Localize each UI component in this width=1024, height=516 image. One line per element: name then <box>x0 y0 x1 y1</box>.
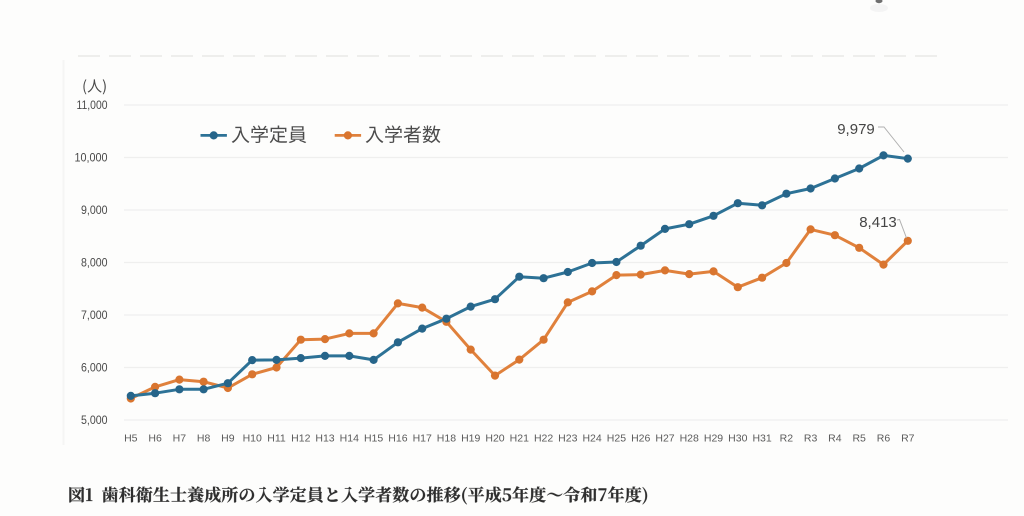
svg-text:5,000: 5,000 <box>81 413 108 427</box>
svg-text:R3: R3 <box>804 433 818 445</box>
svg-text:R2: R2 <box>780 433 794 445</box>
svg-text:H25: H25 <box>607 433 626 445</box>
svg-text:9,000: 9,000 <box>81 203 108 217</box>
svg-text:H30: H30 <box>728 433 747 445</box>
svg-text:H31: H31 <box>752 433 771 445</box>
svg-text:H22: H22 <box>534 433 553 445</box>
svg-text:H17: H17 <box>413 433 432 445</box>
svg-text:11,000: 11,000 <box>77 98 108 112</box>
svg-text:H20: H20 <box>485 433 504 445</box>
svg-text:H21: H21 <box>510 433 529 445</box>
svg-text:H13: H13 <box>315 433 334 445</box>
svg-text:H7: H7 <box>173 433 187 445</box>
svg-text:H28: H28 <box>680 433 699 445</box>
svg-text:6,000: 6,000 <box>81 361 108 375</box>
svg-text:9,979: 9,979 <box>837 121 875 138</box>
svg-text:H6: H6 <box>148 433 162 445</box>
svg-text:H5: H5 <box>124 433 138 445</box>
svg-text:R7: R7 <box>901 433 915 445</box>
svg-text:R4: R4 <box>828 433 842 445</box>
svg-text:H10: H10 <box>243 433 262 445</box>
svg-text:H24: H24 <box>582 433 601 445</box>
svg-text:H23: H23 <box>558 433 577 445</box>
svg-text:7,000: 7,000 <box>81 308 108 322</box>
svg-text:H29: H29 <box>704 433 723 445</box>
svg-text:8,413: 8,413 <box>859 214 897 231</box>
svg-text:10,000: 10,000 <box>75 151 108 165</box>
svg-text:H9: H9 <box>221 433 235 445</box>
svg-text:H14: H14 <box>340 433 359 445</box>
svg-text:H11: H11 <box>267 433 286 445</box>
svg-text:H19: H19 <box>461 433 480 445</box>
svg-text:R5: R5 <box>852 433 866 445</box>
svg-text:H27: H27 <box>655 433 674 445</box>
svg-text:8,000: 8,000 <box>81 256 108 270</box>
svg-text:H18: H18 <box>437 433 456 445</box>
svg-text:H15: H15 <box>364 433 383 445</box>
svg-text:H12: H12 <box>291 433 310 445</box>
svg-text:H26: H26 <box>631 433 650 445</box>
svg-text:R6: R6 <box>877 433 891 445</box>
svg-text:H8: H8 <box>197 433 211 445</box>
svg-text:H16: H16 <box>388 433 407 445</box>
